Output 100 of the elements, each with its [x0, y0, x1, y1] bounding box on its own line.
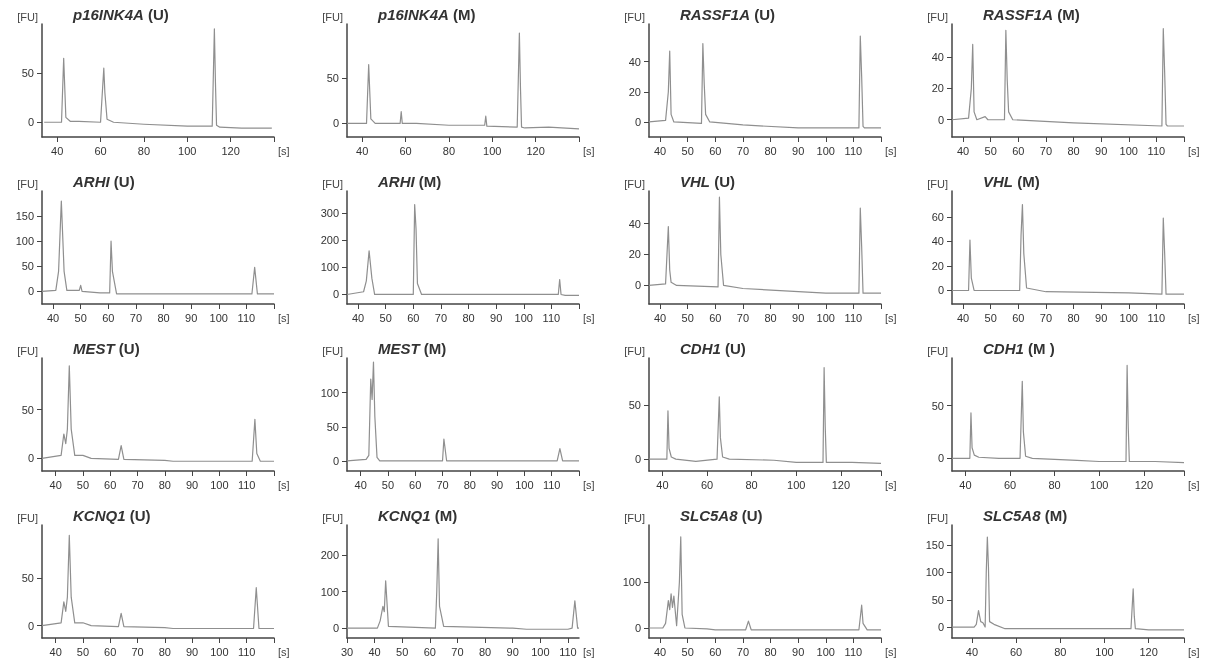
x-tick-label: 40: [956, 144, 970, 157]
y-tick-label: 60: [931, 210, 944, 223]
x-tick-label: 70: [131, 478, 144, 491]
y-tick-label: 0: [332, 454, 339, 467]
x-tick-label: 60: [1009, 645, 1023, 658]
x-tick-label: 60: [104, 645, 117, 658]
y-tick-label: 100: [622, 576, 641, 589]
y-tick-label: 50: [21, 260, 34, 273]
x-axis-title: [s]: [583, 144, 595, 157]
x-tick-label: 70: [434, 311, 448, 324]
chart-title: SLC5A8 (U): [680, 507, 763, 524]
x-tick-label: 90: [490, 311, 503, 324]
x-tick-label: 80: [158, 478, 171, 491]
x-tick-label: 100: [178, 144, 197, 157]
x-tick-label: 40: [49, 645, 62, 658]
x-tick-label: 60: [104, 478, 117, 491]
x-axis-title: [s]: [278, 645, 290, 658]
x-axis-title: [s]: [583, 645, 595, 658]
x-tick-label: 100: [531, 645, 550, 658]
y-tick-label: 50: [21, 403, 34, 416]
y-tick-label: 40: [628, 217, 641, 230]
x-tick-label: 110: [237, 478, 256, 491]
y-axis-title: [FU]: [927, 511, 948, 524]
x-tick-label: 60: [700, 478, 714, 491]
x-tick-label: 50: [681, 144, 694, 157]
y-tick-label: 40: [931, 50, 944, 63]
x-tick-label: 80: [157, 311, 170, 324]
y-tick-label: 0: [634, 115, 641, 128]
y-axis-title: [FU]: [322, 177, 343, 190]
y-tick-label: 100: [925, 566, 944, 579]
chart-title: MEST (U): [73, 340, 140, 357]
y-axis-title: [FU]: [624, 511, 645, 524]
line-series: [346, 32, 580, 130]
y-tick-label: 40: [628, 55, 641, 68]
x-tick-label: 50: [984, 311, 997, 324]
x-tick-label: 80: [745, 478, 758, 491]
x-tick-label: 100: [816, 144, 835, 157]
x-tick-label: 90: [1095, 144, 1108, 157]
x-tick-label: 80: [137, 144, 151, 157]
line-series: [951, 28, 1185, 127]
x-tick-label: 70: [131, 645, 144, 658]
y-tick-label: 50: [326, 72, 339, 85]
x-tick-label: 80: [478, 645, 492, 658]
y-tick-label: 0: [937, 284, 944, 297]
x-tick-label: 70: [436, 478, 449, 491]
y-tick-label: 150: [925, 539, 944, 552]
y-tick-label: 50: [931, 593, 944, 606]
chart-title: MEST (M): [378, 340, 447, 357]
x-axis-title: [s]: [1188, 645, 1200, 658]
x-tick-label: 40: [956, 311, 970, 324]
x-tick-label: 80: [1048, 478, 1061, 491]
y-axis-title: [FU]: [927, 10, 948, 23]
x-tick-label: 100: [210, 645, 229, 658]
chart-title: KCNQ1 (M): [378, 507, 458, 524]
y-tick-label: 200: [320, 549, 339, 562]
x-tick-label: 100: [1119, 311, 1138, 324]
y-tick-label: 20: [931, 82, 944, 95]
line-series: [346, 361, 580, 462]
x-tick-label: 50: [681, 311, 694, 324]
x-tick-label: 50: [76, 645, 90, 658]
chart-title: CDH1 (U): [680, 340, 746, 357]
x-tick-label: 90: [792, 645, 805, 658]
x-tick-label: 40: [356, 144, 369, 157]
y-axis-title: [FU]: [927, 344, 948, 357]
y-tick-label: 0: [27, 452, 34, 465]
x-tick-label: 50: [76, 478, 90, 491]
x-tick-label: 40: [354, 478, 367, 491]
x-tick-label: 40: [46, 311, 60, 324]
y-tick-label: 50: [326, 420, 339, 433]
x-tick-label: 60: [407, 311, 420, 324]
y-axis-title: [FU]: [927, 177, 948, 190]
x-tick-label: 110: [844, 144, 863, 157]
x-tick-label: 40: [653, 311, 667, 324]
x-tick-label: 100: [514, 311, 533, 324]
x-tick-label: 100: [816, 311, 835, 324]
x-tick-label: 100: [210, 478, 229, 491]
x-tick-label: 100: [515, 478, 534, 491]
x-axis-title: [s]: [885, 645, 897, 658]
y-tick-label: 0: [332, 288, 339, 301]
x-tick-label: 50: [984, 144, 997, 157]
y-tick-label: 40: [931, 235, 944, 248]
x-axis-title: [s]: [885, 144, 897, 157]
x-tick-label: 110: [559, 645, 577, 658]
x-tick-label: 90: [792, 311, 805, 324]
x-tick-label: 60: [399, 144, 412, 157]
x-axis-title: [s]: [1188, 144, 1200, 157]
line-series: [346, 204, 580, 296]
x-tick-label: 60: [1012, 144, 1025, 157]
chart-title: ARHI (M): [377, 173, 442, 190]
x-tick-label: 80: [463, 478, 476, 491]
y-axis-title: [FU]: [17, 10, 38, 23]
x-axis-title: [s]: [885, 311, 897, 324]
x-tick-label: 60: [709, 144, 722, 157]
x-tick-label: 70: [736, 645, 750, 658]
x-tick-label: 110: [1147, 144, 1166, 157]
y-axis-title: [FU]: [322, 344, 343, 357]
y-tick-label: 50: [931, 399, 944, 412]
y-axis-title: [FU]: [322, 10, 343, 23]
y-tick-label: 0: [332, 117, 339, 130]
x-tick-label: 110: [844, 311, 863, 324]
